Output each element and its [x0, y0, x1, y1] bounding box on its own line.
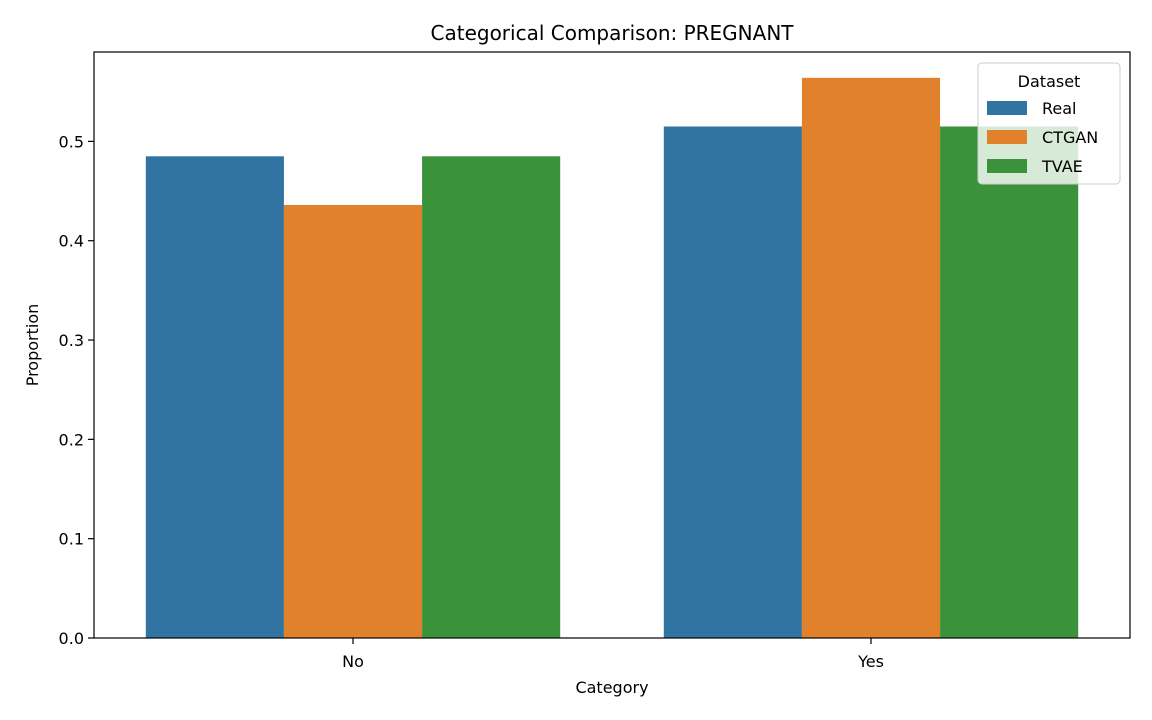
legend-swatch-tvae	[987, 159, 1027, 173]
bar-tvae-yes	[940, 126, 1079, 639]
legend-label-real: Real	[1042, 99, 1077, 118]
y-tick-label: 0.3	[59, 331, 84, 350]
bar-tvae-no	[422, 156, 561, 639]
y-tick-label: 0.5	[59, 132, 84, 151]
x-axis-label: Category	[575, 678, 648, 697]
x-tick-label-no: No	[342, 652, 364, 671]
chart-title: Categorical Comparison: PREGNANT	[431, 21, 795, 45]
legend-box	[977, 62, 1121, 185]
y-tick-label: 0.1	[59, 530, 84, 549]
plot-area: 0.0 0.1 0.2 0.3 0.4 0.5 No Yes	[59, 51, 1131, 671]
bar-real-yes	[663, 126, 802, 639]
y-axis-label: Proportion	[23, 304, 42, 387]
bar-real-no	[145, 156, 284, 639]
legend-title: Dataset	[1018, 72, 1081, 91]
y-tick-label: 0.0	[59, 629, 84, 648]
bar-ctgan-no	[283, 204, 423, 638]
legend-swatch-ctgan	[987, 130, 1027, 144]
legend-label-tvae: TVAE	[1041, 157, 1083, 176]
bar-ctgan-yes	[801, 77, 941, 638]
axes-frame	[93, 51, 1131, 639]
legend-label-ctgan: CTGAN	[1042, 128, 1098, 147]
y-tick-label: 0.4	[59, 232, 84, 251]
y-tick-label: 0.2	[59, 430, 84, 449]
x-tick-label-yes: Yes	[857, 652, 884, 671]
legend: Dataset Real CTGAN TVAE	[977, 62, 1121, 185]
legend-swatch-real	[987, 101, 1027, 115]
